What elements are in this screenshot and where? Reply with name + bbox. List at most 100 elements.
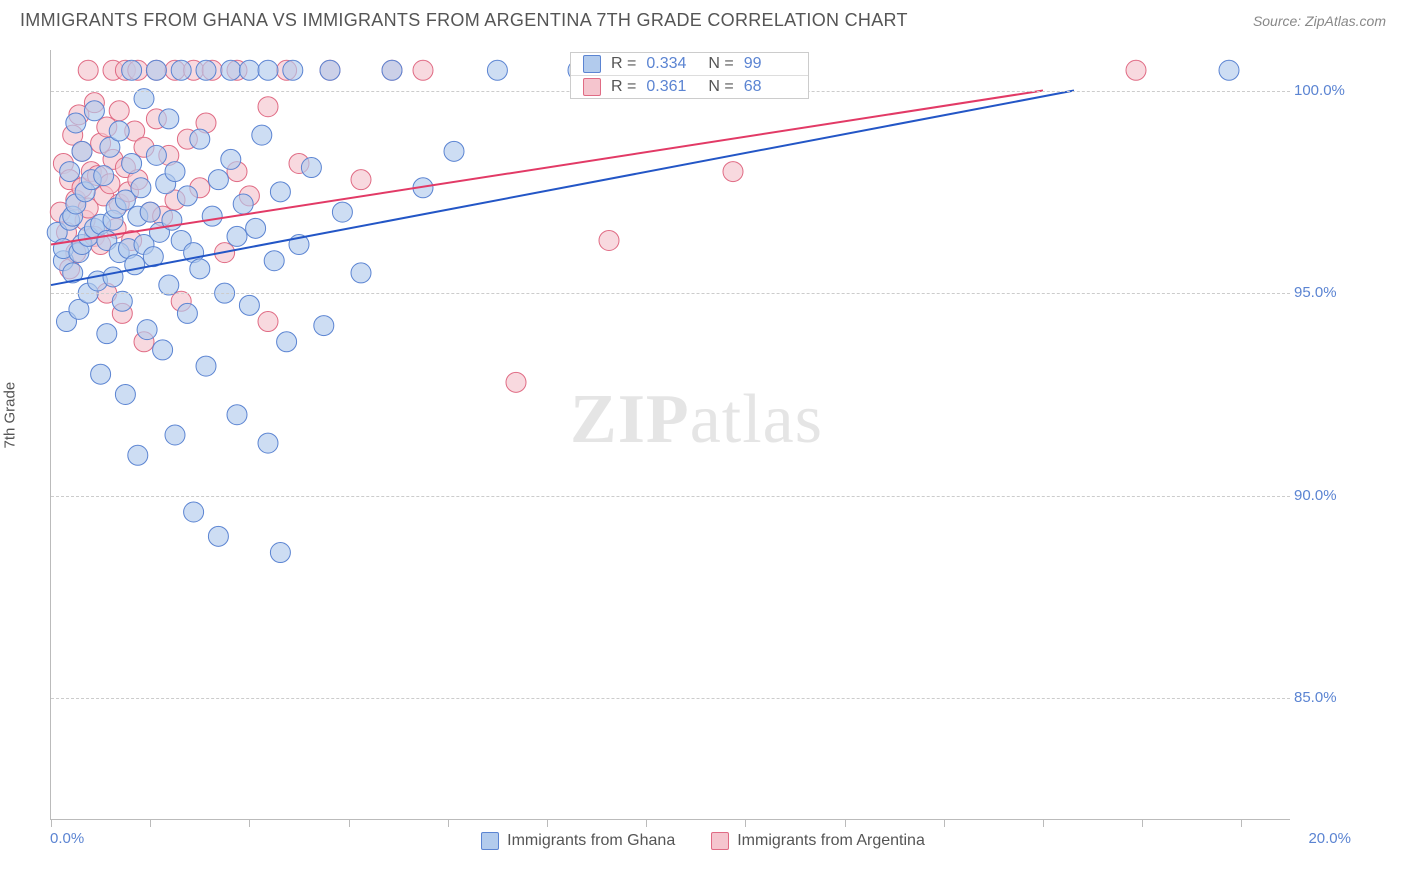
scatter-point (301, 158, 321, 178)
scatter-point (202, 206, 222, 226)
x-tick (845, 819, 846, 827)
r-value-ghana: 0.334 (646, 55, 698, 73)
x-tick (1241, 819, 1242, 827)
legend-label-ghana: Immigrants from Ghana (507, 832, 675, 850)
chart-title: IMMIGRANTS FROM GHANA VS IMMIGRANTS FROM… (20, 10, 908, 31)
x-tick (150, 819, 151, 827)
scatter-point (134, 89, 154, 109)
scatter-point (131, 178, 151, 198)
scatter-point (227, 226, 247, 246)
scatter-point (103, 267, 123, 287)
x-tick (51, 819, 52, 827)
scatter-point (184, 502, 204, 522)
r-label: R = (611, 55, 636, 73)
swatch-argentina (583, 78, 601, 96)
scatter-point (196, 60, 216, 80)
scatter-point (140, 202, 160, 222)
x-tick (448, 819, 449, 827)
scatter-point (177, 303, 197, 323)
scatter-point (283, 60, 303, 80)
scatter-point (314, 316, 334, 336)
scatter-point (258, 97, 278, 117)
r-value-argentina: 0.361 (646, 78, 698, 96)
scatter-point (109, 101, 129, 121)
chart-source: Source: ZipAtlas.com (1253, 13, 1386, 29)
scatter-point (91, 364, 111, 384)
y-tick-label: 95.0% (1294, 284, 1362, 301)
scatter-point (233, 194, 253, 214)
x-tick (249, 819, 250, 827)
scatter-point (128, 445, 148, 465)
y-tick-label: 100.0% (1294, 82, 1362, 99)
bottom-legend: Immigrants from Ghana Immigrants from Ar… (0, 832, 1406, 850)
scatter-point (97, 324, 117, 344)
scatter-point (264, 251, 284, 271)
swatch-ghana (583, 55, 601, 73)
x-tick (1043, 819, 1044, 827)
scatter-point (208, 526, 228, 546)
n-value-argentina: 68 (744, 78, 796, 96)
scatter-point (1126, 60, 1146, 80)
scatter-point (320, 60, 340, 80)
scatter-point (227, 405, 247, 425)
chart-header: IMMIGRANTS FROM GHANA VS IMMIGRANTS FROM… (0, 0, 1406, 37)
scatter-point (208, 170, 228, 190)
y-tick-label: 85.0% (1294, 689, 1362, 706)
scatter-point (599, 230, 619, 250)
scatter-point (246, 218, 266, 238)
scatter-point (221, 149, 241, 169)
r-label: R = (611, 78, 636, 96)
scatter-point (270, 543, 290, 563)
scatter-point (165, 162, 185, 182)
scatter-point (1219, 60, 1239, 80)
scatter-point (252, 125, 272, 145)
legend-item-ghana: Immigrants from Ghana (481, 832, 675, 850)
scatter-point (177, 186, 197, 206)
x-tick (745, 819, 746, 827)
scatter-point (332, 202, 352, 222)
scatter-point (506, 372, 526, 392)
scatter-point (239, 60, 259, 80)
n-label: N = (708, 55, 733, 73)
scatter-point (122, 60, 142, 80)
x-tick (1142, 819, 1143, 827)
scatter-point (146, 60, 166, 80)
scatter-point (84, 101, 104, 121)
scatter-point (60, 162, 80, 182)
scatter-point (190, 129, 210, 149)
x-tick (944, 819, 945, 827)
scatter-point (109, 121, 129, 141)
scatter-point (72, 141, 92, 161)
n-value-ghana: 99 (744, 55, 796, 73)
scatter-point (382, 60, 402, 80)
scatter-point (159, 109, 179, 129)
scatter-point (444, 141, 464, 161)
x-tick (547, 819, 548, 827)
scatter-point (351, 170, 371, 190)
x-tick (646, 819, 647, 827)
scatter-point (146, 145, 166, 165)
scatter-point (66, 113, 86, 133)
scatter-point (258, 312, 278, 332)
n-label: N = (708, 78, 733, 96)
scatter-point (351, 263, 371, 283)
scatter-point (258, 60, 278, 80)
scatter-point (171, 60, 191, 80)
scatter-svg (51, 50, 1290, 819)
scatter-point (196, 356, 216, 376)
scatter-point (125, 255, 145, 275)
gridline-h (51, 293, 1290, 294)
gridline-h (51, 698, 1290, 699)
legend-label-argentina: Immigrants from Argentina (737, 832, 925, 850)
swatch-ghana-bottom (481, 832, 499, 850)
scatter-point (413, 60, 433, 80)
scatter-point (270, 182, 290, 202)
scatter-point (153, 340, 173, 360)
scatter-point (221, 60, 241, 80)
gridline-h (51, 496, 1290, 497)
chart-plot-area: 85.0%90.0%95.0%100.0% (50, 50, 1290, 820)
scatter-point (258, 433, 278, 453)
scatter-point (723, 162, 743, 182)
scatter-point (78, 60, 98, 80)
scatter-point (122, 153, 142, 173)
